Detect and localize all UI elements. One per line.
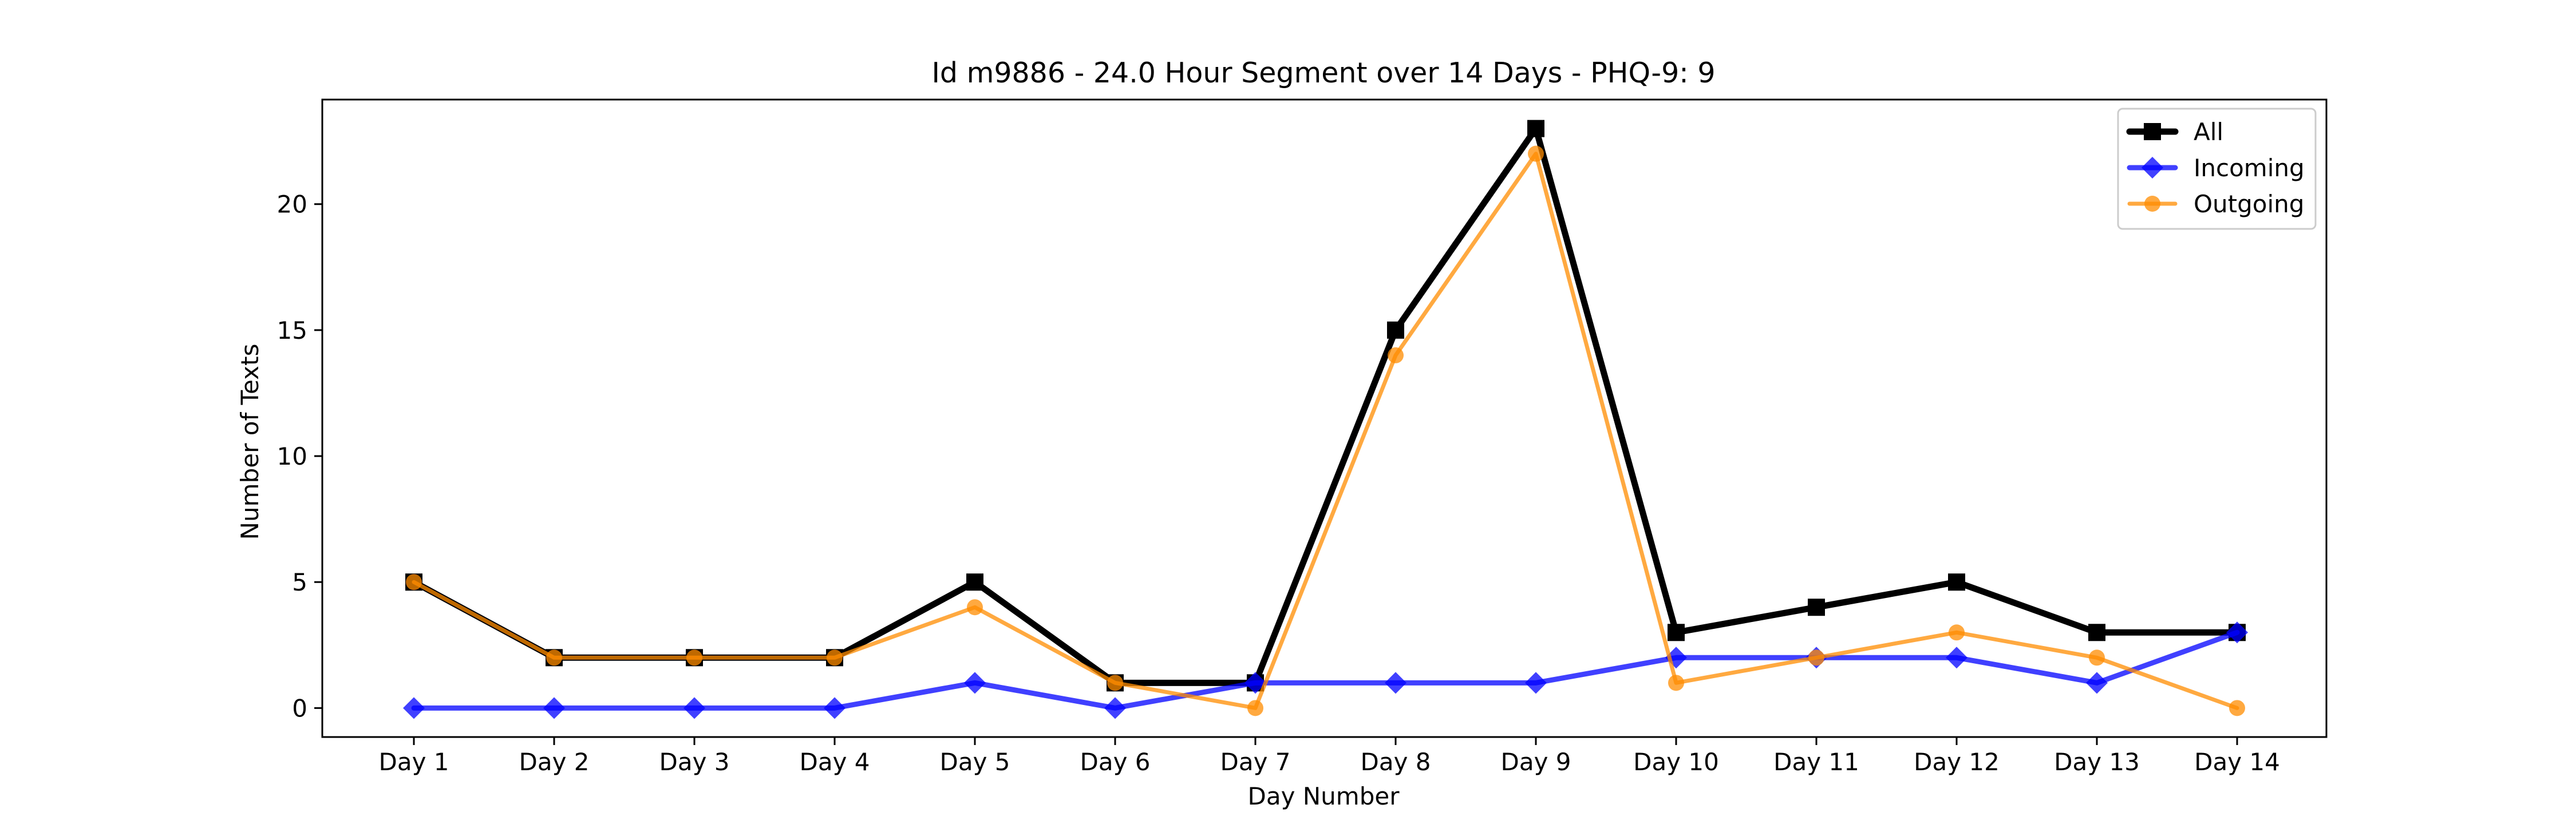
x-tick-label: Day 14 [2194,748,2280,776]
legend-label: Outgoing [2194,190,2304,218]
data-point-outgoing [1388,347,1404,363]
legend: All Incoming Outgoing [2117,108,2317,230]
series-line-incoming [411,629,2240,711]
data-point-outgoing [1247,700,1263,716]
y-axis-label: Number of Texts [236,344,264,540]
legend-label: All [2194,118,2223,146]
y-axis-ticks: 0 5 10 15 20 [277,191,322,722]
data-point-all [1527,120,1544,137]
y-tick-label: 5 [292,568,307,596]
x-tick-label: Day 11 [1773,748,1859,776]
series-layer [403,120,2248,719]
x-tick-label: Day 8 [1360,748,1431,776]
data-point-outgoing [1528,145,1544,162]
data-point-outgoing [827,649,843,666]
x-tick-label: Day 5 [939,748,1010,776]
data-point-outgoing [2089,649,2105,666]
x-tick-label: Day 2 [519,748,589,776]
y-tick-label: 15 [277,316,307,344]
data-point-incoming [2226,621,2248,644]
data-point-all [1948,573,1965,591]
legend-item: Outgoing [2127,190,2304,218]
data-point-outgoing [686,649,702,666]
x-tick-label: Day 10 [1633,748,1719,776]
data-point-outgoing [1949,624,1965,641]
legend-item: Incoming [2127,154,2305,182]
data-point-all [966,573,983,591]
data-point-incoming [824,697,846,719]
legend-marker [2144,123,2161,140]
data-point-incoming [1385,672,1406,694]
data-point-incoming [1244,672,1266,694]
x-tick-label: Day 6 [1080,748,1150,776]
x-tick-label: Day 13 [2054,748,2140,776]
data-point-all [2088,624,2105,641]
legend-marker [2144,196,2160,212]
x-axis-label: Day Number [1247,782,1400,810]
data-point-all [1387,321,1404,339]
data-point-outgoing [1107,675,1123,691]
legend-label: Incoming [2194,154,2305,182]
legend-box [2117,108,2317,230]
data-point-incoming [1525,672,1547,694]
data-point-outgoing [406,574,422,591]
x-tick-label: Day 7 [1220,748,1290,776]
data-point-incoming [964,672,986,694]
data-point-outgoing [1808,649,1824,666]
data-point-outgoing [546,649,562,666]
legend-marker [2142,157,2163,179]
data-point-incoming [1104,697,1126,719]
x-tick-label: Day 3 [659,748,729,776]
data-point-incoming [683,697,705,719]
x-tick-label: Day 4 [799,748,870,776]
data-point-outgoing [2229,700,2245,716]
data-point-all [1668,624,1685,641]
y-tick-label: 20 [277,191,307,219]
data-point-all [1808,599,1825,616]
x-tick-label: Day 9 [1500,748,1571,776]
series-line-outgoing [412,152,2239,710]
plot-frame [321,98,2328,738]
data-point-incoming [543,697,565,719]
y-tick-label: 0 [292,694,307,722]
legend-item: All [2126,118,2223,146]
x-tick-label: Day 12 [1914,748,2000,776]
chart-title: Id m9886 - 24.0 Hour Segment over 14 Day… [931,57,1715,89]
data-point-incoming [2086,672,2108,694]
data-point-incoming [403,697,425,719]
x-tick-label: Day 1 [378,748,449,776]
y-tick-label: 10 [277,442,307,470]
data-point-outgoing [1668,675,1684,691]
x-axis-ticks: Day 1 Day 2 Day 3 Day 4 Day 5 Day 6 Day 7 Day 8… [378,737,2280,776]
data-point-outgoing [967,599,983,616]
series-line-outgoing-group [406,145,2245,716]
data-point-incoming [1946,647,1967,669]
